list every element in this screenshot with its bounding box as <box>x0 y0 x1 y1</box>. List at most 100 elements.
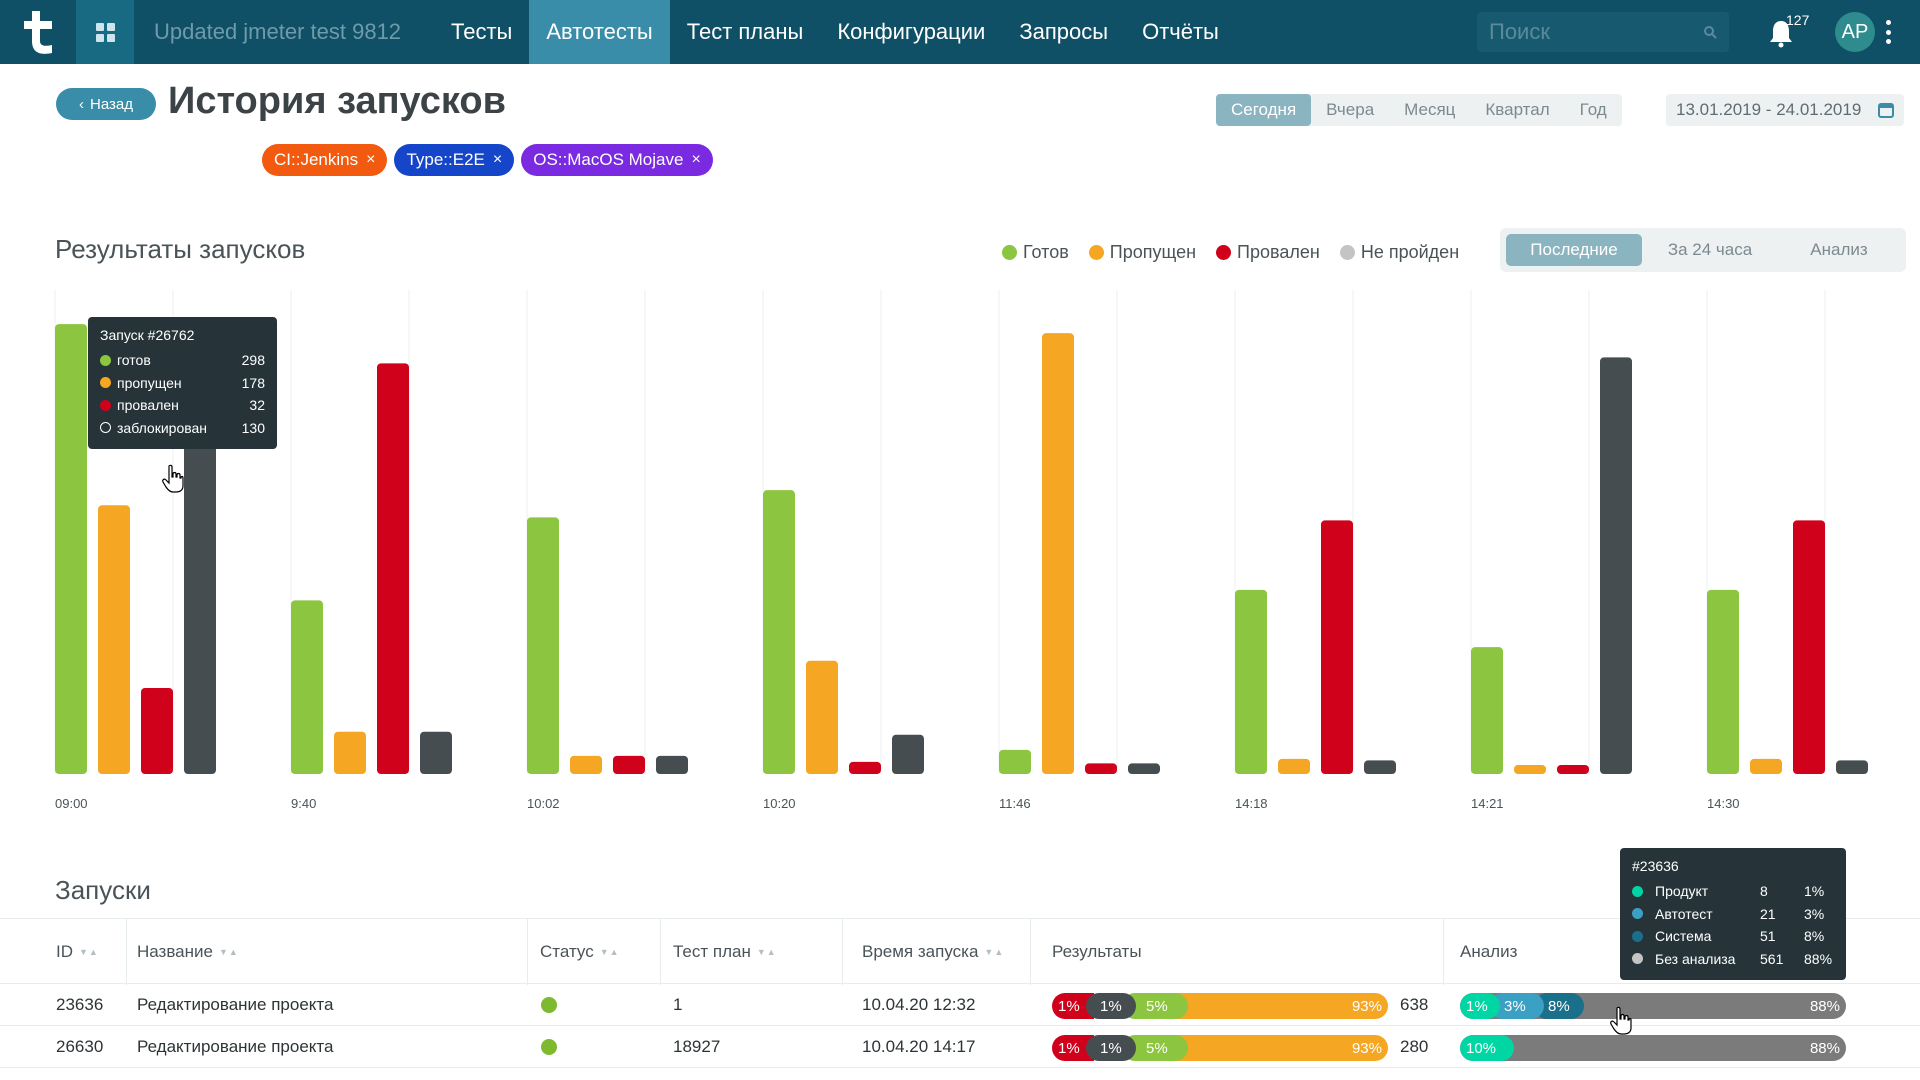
close-icon[interactable]: × <box>691 151 701 168</box>
legend-dot-icon <box>1339 245 1355 260</box>
nav-item-5[interactable]: Отчёты <box>1142 19 1219 44</box>
column-header-6[interactable]: Анализ <box>1460 919 1517 985</box>
column-header-0[interactable]: ID ▼▲ <box>56 919 99 985</box>
bar-2-3[interactable] <box>656 755 688 774</box>
column-header-3[interactable]: Тест план ▼▲ <box>673 919 777 985</box>
bar-0-2[interactable] <box>141 687 173 774</box>
filter-tag[interactable]: CI::Jenkins × <box>262 144 388 176</box>
chart-tab-2[interactable]: Анализ <box>1810 240 1868 259</box>
results-segment: 1% <box>1086 993 1136 1019</box>
nav-item-0[interactable]: Тесты <box>451 19 513 44</box>
x-tick-label: 10:20 <box>763 796 796 811</box>
run-id: 26630 <box>56 1037 104 1056</box>
bar-4-1[interactable] <box>1042 333 1074 774</box>
bar-0-0[interactable] <box>55 324 87 774</box>
bar-3-0[interactable] <box>763 490 795 774</box>
bar-3-2[interactable] <box>849 761 881 774</box>
tooltip-label: Без анализа <box>1655 950 1736 967</box>
analysis-bar[interactable]: 10% 88% <box>1460 1035 1846 1061</box>
bar-6-3[interactable] <box>1600 357 1632 774</box>
bar-1-0[interactable] <box>291 600 323 774</box>
bar-0-3[interactable] <box>184 426 216 774</box>
column-header-1[interactable]: Название ▼▲ <box>137 919 239 985</box>
table-row[interactable]: 26630 Редактирование проекта 18927 10.04.20… <box>0 1026 1920 1068</box>
logo[interactable] <box>0 0 76 64</box>
apps-grid-button[interactable] <box>76 0 134 64</box>
project-name[interactable]: Updated jmeter test 9812 <box>154 19 402 44</box>
bar-5-0[interactable] <box>1235 589 1267 774</box>
run-name[interactable]: Редактирование проекта <box>137 1037 334 1056</box>
column-header-5[interactable]: Результаты <box>1052 919 1142 985</box>
nav-item-2[interactable]: Тест планы <box>686 19 804 44</box>
analysis-bar[interactable]: 1% 3% 8% 88% <box>1460 993 1846 1019</box>
bar-3-3[interactable] <box>892 734 924 774</box>
nav-item-3[interactable]: Конфигурации <box>837 19 986 44</box>
bar-5-3[interactable] <box>1364 760 1396 774</box>
results-bar[interactable]: 1% 1% 5% 93% <box>1052 1035 1388 1061</box>
results-count: 280 <box>1400 1037 1429 1056</box>
bar-1-1[interactable] <box>334 731 366 774</box>
sort-icon[interactable]: ▼▲ <box>79 947 99 957</box>
bar-7-2[interactable] <box>1793 520 1825 774</box>
bar-4-0[interactable] <box>999 749 1031 774</box>
column-header-label: Тест план <box>673 942 751 961</box>
bar-2-2[interactable] <box>613 755 645 774</box>
nav-item-1[interactable]: Автотесты <box>529 0 670 64</box>
filter-tag[interactable]: OS::MacOS Mojave × <box>521 144 713 176</box>
period-option-4[interactable]: Год <box>1579 100 1607 119</box>
table-row[interactable]: 23636 Редактирование проекта 1 10.04.20 12:… <box>0 984 1920 1026</box>
tooltip-value: 130 <box>241 419 265 436</box>
bar-6-2[interactable] <box>1557 764 1589 774</box>
bell-icon[interactable] <box>1766 18 1796 48</box>
results-bar[interactable]: 1% 1% 5% 93% <box>1052 993 1388 1019</box>
sort-icon[interactable]: ▼▲ <box>218 947 239 957</box>
tooltip-row: готов 298 <box>100 349 265 372</box>
bar-3-1[interactable] <box>806 660 838 774</box>
back-button[interactable]: ‹ Назад <box>56 88 156 120</box>
bar-0-1[interactable] <box>98 505 130 774</box>
close-icon[interactable]: × <box>492 151 503 168</box>
period-option-0[interactable]: Сегодня <box>1216 94 1312 126</box>
column-header-label: Название <box>137 942 213 961</box>
category-dot-icon <box>1632 885 1643 897</box>
x-tick-label: 14:30 <box>1707 796 1740 811</box>
close-icon[interactable]: × <box>366 151 376 168</box>
bar-4-2[interactable] <box>1085 763 1117 774</box>
period-option-2[interactable]: Месяц <box>1404 100 1456 119</box>
bar-5-2[interactable] <box>1321 520 1353 774</box>
bar-2-1[interactable] <box>570 755 602 774</box>
run-name[interactable]: Редактирование проекта <box>137 995 334 1014</box>
status-dot-icon <box>100 422 111 434</box>
bar-6-1[interactable] <box>1514 764 1546 774</box>
search-input[interactable]: Поиск <box>1489 19 1550 44</box>
bar-1-3[interactable] <box>420 731 452 774</box>
sort-icon[interactable]: ▼▲ <box>599 947 620 957</box>
chart-tab-1[interactable]: За 24 часа <box>1667 240 1753 259</box>
column-header-4[interactable]: Время запуска ▼▲ <box>862 919 1004 985</box>
bar-7-1[interactable] <box>1750 758 1782 774</box>
bar-4-3[interactable] <box>1128 763 1160 774</box>
sort-icon[interactable]: ▼▲ <box>984 947 1005 957</box>
period-option-1[interactable]: Вчера <box>1326 100 1375 119</box>
bar-1-2[interactable] <box>377 363 409 774</box>
search-box[interactable]: Поиск <box>1477 12 1729 52</box>
nav-item-4[interactable]: Запросы <box>1019 19 1109 44</box>
tooltip-percent: 3% <box>1804 905 1825 922</box>
column-header-2[interactable]: Статус ▼▲ <box>540 919 620 985</box>
bar-2-0[interactable] <box>527 517 559 774</box>
chart-tab-0[interactable]: Последние <box>1506 234 1642 266</box>
bar-6-0[interactable] <box>1471 647 1503 774</box>
avatar[interactable]: AP <box>1835 12 1875 52</box>
bar-5-1[interactable] <box>1278 758 1310 774</box>
more-menu-icon[interactable] <box>1884 20 1892 44</box>
category-dot-icon <box>1632 953 1643 965</box>
tooltip-percent: 88% <box>1804 950 1833 967</box>
period-option-3[interactable]: Квартал <box>1485 100 1550 119</box>
filter-tag[interactable]: Type::E2E × <box>394 144 515 176</box>
tooltip-percent: 8% <box>1804 928 1825 945</box>
legend-label: Не пройден <box>1360 242 1460 262</box>
date-range-picker[interactable]: 13.01.2019 - 24.01.2019 <box>1666 94 1904 126</box>
sort-icon[interactable]: ▼▲ <box>756 947 777 957</box>
bar-7-3[interactable] <box>1836 760 1868 774</box>
bar-7-0[interactable] <box>1707 589 1739 774</box>
